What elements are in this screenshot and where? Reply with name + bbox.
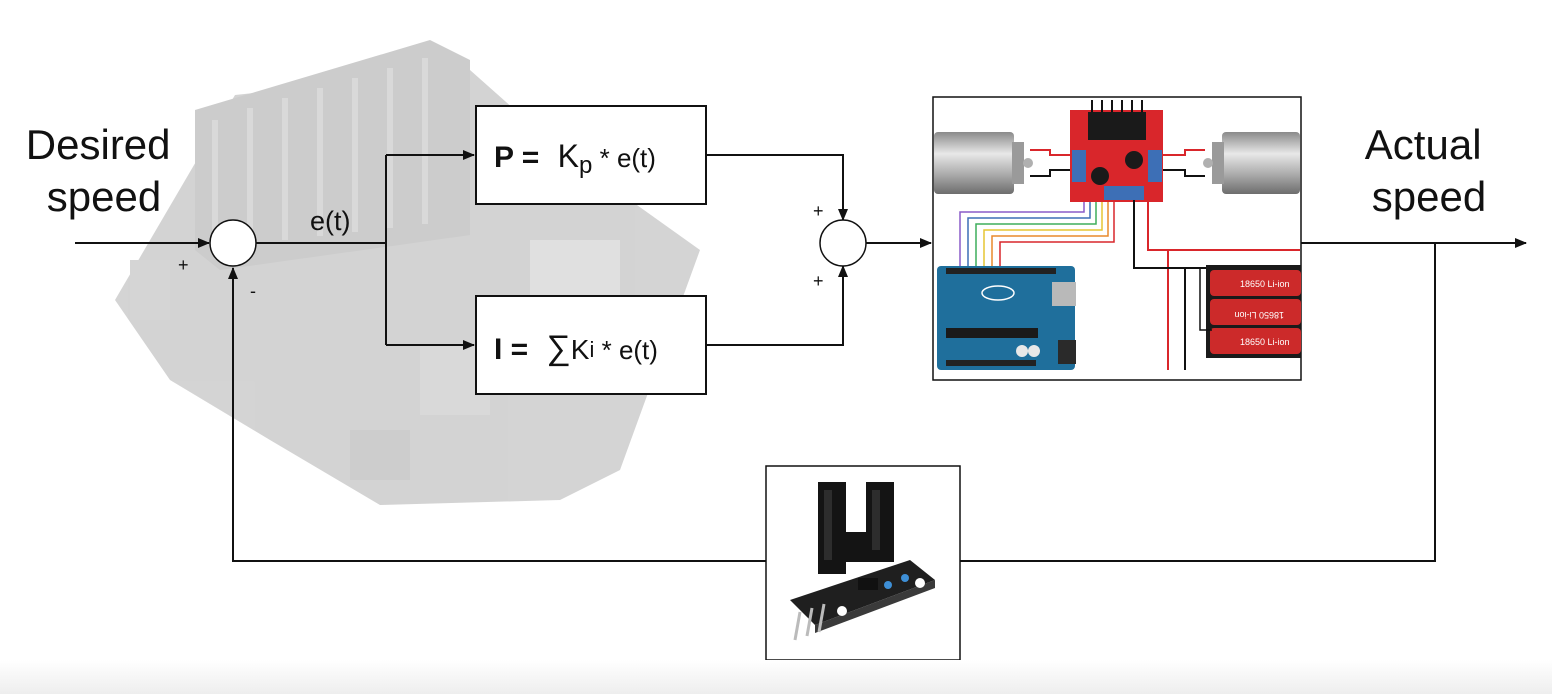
i-block [475, 295, 707, 395]
speed-sensor-image [790, 482, 935, 641]
desired-speed-label: Desired speed [26, 121, 182, 220]
battery-pack-image: 18650 Li-ion 18650 Li-ion 18650 Li-ion [1206, 265, 1301, 358]
plant-hardware-image: 18650 Li-ion 18650 Li-ion 18650 Li-ion [934, 100, 1301, 370]
feedback-line-right [960, 243, 1436, 562]
sum1-plus-sign: + [178, 255, 189, 275]
actual-speed-label: Actual speed [1365, 121, 1493, 220]
error-label: e(t) [310, 206, 351, 236]
dc-motor-left-image [934, 132, 1033, 194]
battery-cell-2-label: 18650 Li-ion [1234, 310, 1284, 320]
p-output-line [706, 154, 848, 221]
i-block-label: I = ∑Ki * e(t) [494, 329, 658, 367]
p-block-label: P = Kp * e(t) [494, 138, 656, 179]
summing-junction-1 [209, 219, 257, 267]
summing-junction-2 [819, 219, 867, 267]
feedback-line-left [228, 267, 766, 562]
bottom-fade [0, 660, 1552, 694]
dc-motor-right-image [1203, 132, 1300, 194]
sensor-block [765, 465, 961, 661]
arduino-board-image [937, 266, 1076, 370]
battery-cell-3-label: 18650 Li-ion [1240, 337, 1290, 347]
motor-driver-image [1070, 100, 1163, 202]
sum2-plus-bottom: + [813, 271, 824, 291]
sum2-plus-top: + [813, 201, 824, 221]
sum1-minus-sign: - [250, 281, 256, 301]
battery-cell-1-label: 18650 Li-ion [1240, 279, 1290, 289]
i-output-line [706, 265, 848, 346]
p-block [475, 105, 707, 205]
